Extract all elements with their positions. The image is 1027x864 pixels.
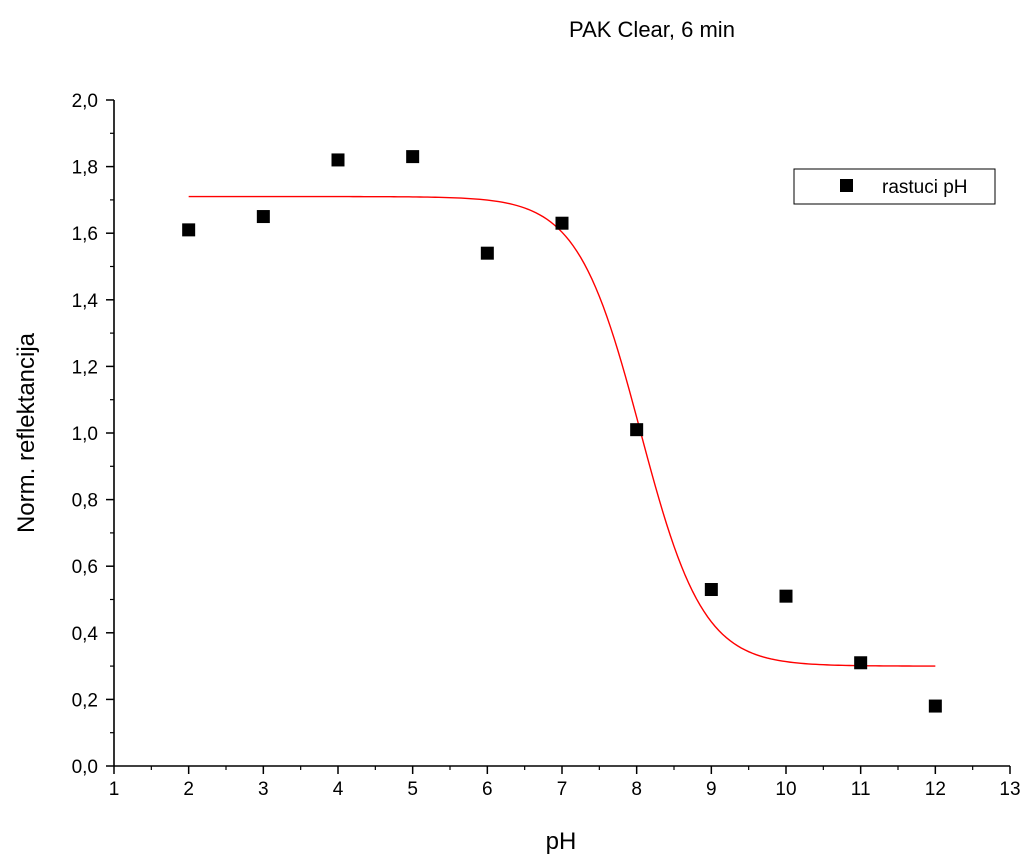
y-tick-label: 1,4	[72, 291, 99, 312]
y-axis-ticks: 0,0 0,2 0,4 0,6 0,8 1,0 1,2 1,4 1,6 1,8 2,0	[72, 91, 114, 778]
data-point	[256, 210, 270, 224]
y-tick-label: 1,8	[72, 158, 98, 179]
fit-curve	[188, 195, 936, 667]
y-tick-label: 1,0	[72, 424, 98, 445]
x-axis-ticks: 1 2 3 4 5 6 7 8 9 10 11 12 13	[109, 766, 1021, 800]
x-tick-label: 12	[925, 779, 946, 800]
y-tick-label: 0,4	[72, 624, 99, 645]
data-point	[704, 583, 718, 597]
y-tick-label: 2,0	[72, 91, 98, 112]
x-tick-label: 4	[333, 779, 344, 800]
y-tick-label: 1,6	[72, 224, 98, 245]
legend-label: rastuci pH	[882, 177, 968, 198]
x-axis-title: pH	[546, 828, 577, 855]
legend-marker	[840, 179, 853, 192]
data-point	[928, 699, 942, 713]
x-tick-label: 9	[706, 779, 717, 800]
data-point	[555, 216, 569, 230]
chart-title: PAK Clear, 6 min	[569, 17, 735, 42]
x-tick-label: 13	[999, 779, 1020, 800]
x-tick-label: 5	[407, 779, 418, 800]
data-point	[406, 150, 420, 164]
y-tick-label: 0,8	[72, 491, 98, 512]
legend: rastuci pH	[793, 168, 996, 205]
x-tick-label: 8	[631, 779, 642, 800]
data-point	[480, 246, 494, 260]
data-point	[331, 153, 345, 167]
y-tick-label: 1,2	[72, 357, 98, 378]
y-tick-label: 0,6	[72, 557, 98, 578]
x-tick-label: 6	[482, 779, 493, 800]
data-point	[854, 656, 868, 670]
x-tick-label: 7	[557, 779, 568, 800]
x-tick-label: 3	[258, 779, 269, 800]
x-tick-label: 2	[183, 779, 194, 800]
y-tick-label: 0,2	[72, 690, 98, 711]
x-tick-label: 10	[775, 779, 796, 800]
data-points	[182, 150, 942, 713]
legend-box	[793, 168, 996, 205]
data-point	[182, 223, 196, 237]
y-tick-label: 0,0	[72, 757, 98, 778]
x-tick-label: 11	[851, 779, 871, 800]
data-point	[630, 423, 644, 437]
y-axis-title: Norm. reflektancija	[13, 332, 40, 533]
x-tick-label: 1	[109, 779, 120, 800]
data-point	[779, 589, 793, 603]
